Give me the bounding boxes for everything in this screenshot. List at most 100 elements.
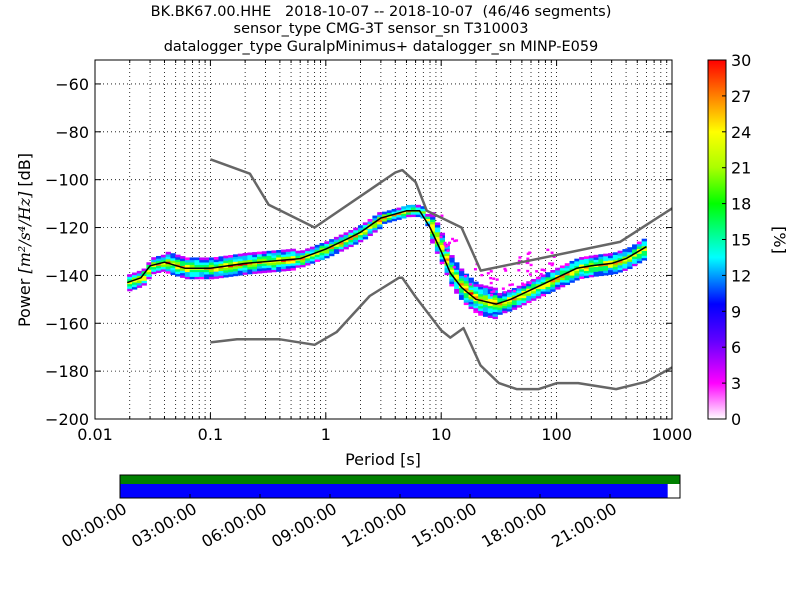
heatmap-cell xyxy=(458,297,465,300)
heatmap-cell xyxy=(184,264,191,268)
heatmap-cell xyxy=(444,272,450,276)
heatmap-cell xyxy=(281,266,287,270)
heatmap-cell xyxy=(588,269,595,273)
heatmap-cell xyxy=(357,234,364,238)
heatmap-cell xyxy=(314,244,321,248)
heatmap-cell xyxy=(180,270,186,274)
heatmap-cell xyxy=(324,248,330,252)
heatmap-cell xyxy=(266,255,272,259)
heatmap-cell-sparse xyxy=(489,281,493,285)
heatmap-cell xyxy=(319,243,325,246)
heatmap-cell xyxy=(276,269,282,272)
heatmap-cell xyxy=(237,268,244,271)
heatmap-cell xyxy=(430,238,436,242)
heatmap-cell xyxy=(482,302,489,305)
colorbar-tick-label: 9 xyxy=(731,302,741,321)
heatmap-cell xyxy=(588,262,595,266)
heatmap-cell xyxy=(386,215,393,218)
heatmap-cell xyxy=(454,281,460,285)
heatmap-cell-sparse xyxy=(526,269,530,273)
heatmap-cell xyxy=(622,261,628,264)
heatmap-cell xyxy=(151,261,157,265)
heatmap-cell xyxy=(482,314,489,317)
heatmap-cell xyxy=(223,262,229,266)
y-tick-label: −200 xyxy=(45,410,89,429)
heatmap-cell xyxy=(492,311,498,315)
time-tick-label: 00:00:00 xyxy=(58,499,130,551)
heatmap-cell xyxy=(127,278,133,282)
heatmap-cell xyxy=(353,230,359,233)
heatmap-cell xyxy=(492,314,498,317)
heatmap-cell xyxy=(583,261,590,264)
heatmap-cell xyxy=(175,273,181,277)
heatmap-cell xyxy=(353,232,359,236)
heatmap-cell xyxy=(468,277,474,281)
heatmap-cell xyxy=(540,274,546,278)
heatmap-cell xyxy=(430,236,436,239)
heatmap-cell xyxy=(276,264,282,268)
heatmap-cell xyxy=(458,282,465,286)
heatmap-cell xyxy=(266,253,272,256)
heatmap-cell xyxy=(136,273,143,276)
y-tick-label: −60 xyxy=(55,75,89,94)
heatmap-cell xyxy=(175,271,181,275)
heatmap-cell xyxy=(511,292,518,296)
heatmap-cell xyxy=(555,279,561,283)
heatmap-cell xyxy=(550,279,556,283)
heatmap-cell-sparse xyxy=(540,268,544,272)
heatmap-cell xyxy=(266,267,272,271)
heatmap-cell xyxy=(555,286,561,290)
heatmap-cell xyxy=(636,260,643,264)
heatmap-cell xyxy=(281,254,287,258)
heatmap-cell xyxy=(458,292,465,296)
heatmap-cell-sparse xyxy=(443,243,447,246)
heatmap-cell xyxy=(382,211,388,215)
heatmap-cell xyxy=(487,312,494,316)
heatmap-cell xyxy=(170,253,176,256)
time-tick-label: 18:00:00 xyxy=(478,499,550,551)
heatmap-cell xyxy=(593,261,599,265)
heatmap-cell xyxy=(300,259,306,263)
heatmap-cell xyxy=(569,270,575,274)
heatmap-cell xyxy=(473,305,479,309)
heatmap-cell xyxy=(531,281,537,285)
heatmap-cell xyxy=(608,269,614,273)
heatmap-cell xyxy=(430,221,436,225)
heatmap-cell xyxy=(343,241,349,245)
heatmap-cell xyxy=(362,229,369,233)
heatmap-cell xyxy=(564,275,571,278)
heatmap-cell xyxy=(545,274,551,278)
heatmap-cell xyxy=(526,286,532,289)
heatmap-cell xyxy=(559,265,566,269)
heatmap-cell xyxy=(295,250,301,254)
heatmap-cell xyxy=(632,244,638,248)
heatmap-cell xyxy=(564,277,571,281)
heatmap-cell xyxy=(583,263,590,267)
heatmap-cell xyxy=(511,302,518,306)
heatmap-cell xyxy=(338,239,345,243)
heatmap-cell xyxy=(526,293,532,296)
heatmap-cell xyxy=(184,259,191,263)
heatmap-cell xyxy=(415,207,421,210)
heatmap-cell xyxy=(156,263,162,266)
heatmap-cell xyxy=(482,311,489,315)
heatmap-cell xyxy=(232,256,239,260)
heatmap-cell xyxy=(261,253,268,257)
heatmap-cell xyxy=(559,275,566,278)
heatmap-cell xyxy=(593,254,599,258)
heatmap-cell xyxy=(223,270,229,273)
heatmap-cell xyxy=(237,258,244,262)
heatmap-cell xyxy=(507,308,513,312)
heatmap-cell xyxy=(131,282,138,285)
heatmap-cell xyxy=(151,264,157,268)
heatmap-cell xyxy=(502,300,508,304)
heatmap-cell xyxy=(228,269,234,273)
heatmap-cell xyxy=(223,274,229,278)
heatmap-cell xyxy=(550,272,556,276)
heatmap-cell-sparse xyxy=(469,283,473,286)
heatmap-cell-sparse xyxy=(543,269,547,272)
heatmap-cell xyxy=(617,265,623,268)
heatmap-cell xyxy=(482,287,489,291)
heatmap-cell xyxy=(636,251,643,254)
heatmap-cell xyxy=(473,310,479,314)
